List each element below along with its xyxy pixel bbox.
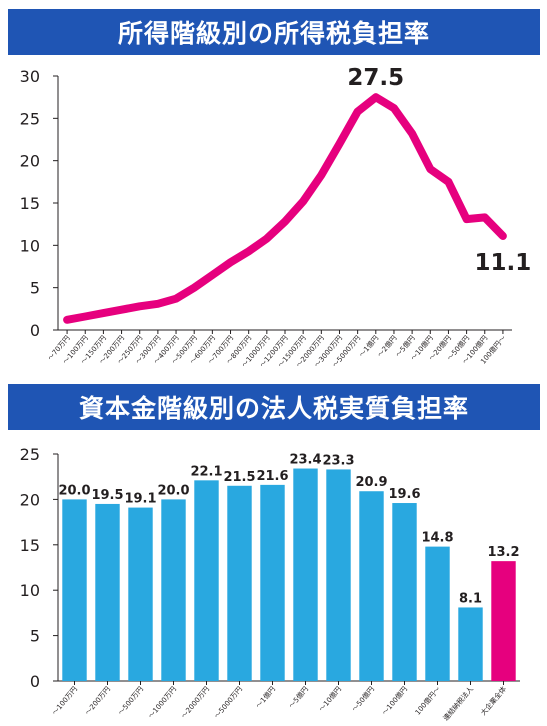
y-tick-label: 15: [20, 536, 40, 555]
bar: [161, 499, 186, 681]
data-label: 21.5: [223, 470, 255, 485]
data-point: [137, 304, 142, 309]
data-label: 14.8: [421, 531, 453, 546]
annotation-label: 11.1: [475, 250, 532, 276]
bar: [194, 480, 219, 681]
annotation-label: 27.5: [347, 65, 404, 91]
y-tick-label: 0: [30, 321, 40, 340]
data-label: 19.1: [124, 492, 156, 507]
bar: [227, 485, 252, 681]
bar: [359, 491, 384, 681]
data-label: 20.9: [355, 475, 387, 490]
y-tick-label: 5: [30, 279, 40, 298]
data-point: [373, 95, 378, 100]
y-tick-label: 25: [20, 109, 40, 128]
data-label: 20.0: [58, 483, 90, 498]
bar: [293, 468, 318, 681]
x-tick-label: 〜5億円: [287, 685, 310, 710]
bar: [128, 507, 153, 681]
bar: [491, 561, 516, 681]
bar: [95, 503, 120, 681]
y-tick-label: 15: [20, 194, 40, 213]
x-tick-label: 大企業全体: [479, 685, 508, 718]
data-point: [283, 219, 287, 224]
bar: [62, 499, 87, 681]
data-point: [464, 217, 469, 222]
data-point: [65, 317, 70, 322]
x-tick-label: 〜1億円: [254, 685, 277, 710]
data-label: 23.4: [289, 453, 321, 468]
data-point: [319, 173, 324, 178]
x-tick-label: 〜2000万円: [180, 685, 211, 720]
data-point: [410, 131, 415, 136]
data-point: [155, 301, 160, 306]
data-label: 20.0: [157, 483, 189, 498]
data-point: [500, 234, 505, 239]
data-point: [482, 215, 487, 220]
data-point: [83, 314, 88, 319]
bar: [260, 484, 285, 681]
data-point: [337, 141, 342, 146]
x-tick-label: 〜500万円: [117, 685, 145, 716]
x-tick-label: 〜10億円: [317, 685, 343, 714]
x-tick-label: 連結納税法人: [441, 685, 475, 723]
data-label: 8.1: [459, 591, 482, 606]
data-label: 19.5: [91, 488, 123, 503]
data-point: [192, 285, 197, 290]
x-tick-label: 〜50億円: [350, 685, 376, 714]
y-tick-label: 25: [20, 445, 40, 464]
data-point: [246, 249, 251, 254]
y-tick-label: 10: [20, 581, 40, 600]
data-point: [428, 167, 433, 172]
x-tick-label: 100億円〜: [413, 685, 442, 717]
data-point: [391, 106, 396, 111]
data-point: [264, 236, 269, 241]
data-point: [446, 179, 451, 184]
bar: [392, 503, 417, 681]
data-point: [101, 311, 106, 316]
data-point: [355, 109, 360, 114]
x-tick-label: 〜1000万円: [147, 685, 178, 720]
data-label: 21.6: [256, 469, 288, 484]
x-tick-label: 〜100億円: [380, 685, 409, 717]
y-tick-label: 5: [30, 627, 40, 646]
bar: [458, 607, 483, 681]
data-point: [301, 199, 306, 204]
bar: [326, 469, 351, 681]
data-point: [210, 272, 215, 277]
data-point: [119, 307, 124, 312]
y-tick-label: 20: [20, 490, 40, 509]
data-label: 23.3: [322, 453, 354, 468]
y-tick-label: 10: [20, 236, 40, 255]
data-point: [174, 296, 179, 301]
chart1-title: 所得階級別の所得税負担率: [8, 9, 540, 55]
data-point: [228, 260, 233, 265]
bar: [425, 546, 450, 681]
chart2-title: 資本金階級別の法人税実質負担率: [8, 384, 540, 430]
data-label: 22.1: [190, 464, 222, 479]
y-tick-label: 20: [20, 152, 40, 171]
y-tick-label: 30: [20, 67, 40, 86]
data-label: 19.6: [388, 487, 420, 502]
y-tick-label: 0: [30, 672, 40, 691]
x-tick-label: 〜5000万円: [213, 685, 244, 720]
x-tick-label: 〜200万円: [84, 685, 112, 716]
x-tick-label: 〜100万円: [51, 685, 79, 716]
data-label: 13.2: [487, 545, 519, 560]
